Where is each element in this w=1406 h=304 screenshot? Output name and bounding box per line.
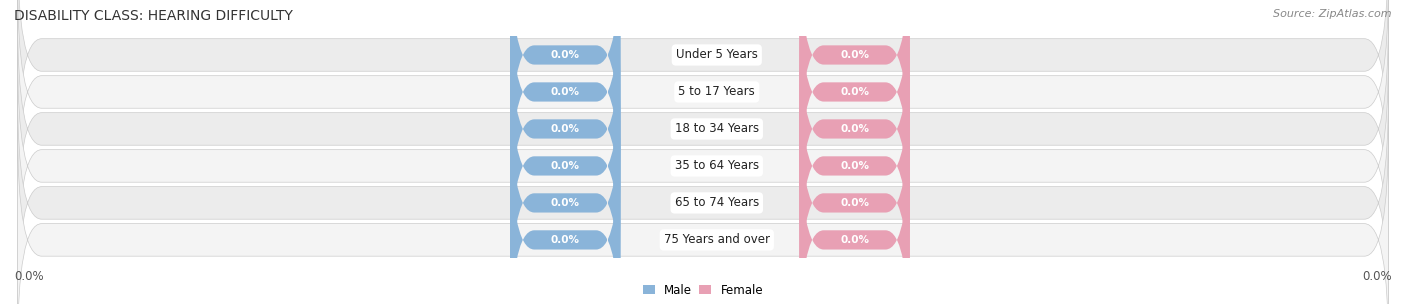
FancyBboxPatch shape (510, 46, 620, 286)
Text: 0.0%: 0.0% (839, 161, 869, 171)
FancyBboxPatch shape (17, 90, 1389, 304)
FancyBboxPatch shape (510, 0, 620, 212)
Text: Under 5 Years: Under 5 Years (676, 48, 758, 61)
Text: 35 to 64 Years: 35 to 64 Years (675, 159, 759, 172)
FancyBboxPatch shape (800, 46, 910, 286)
Text: 0.0%: 0.0% (14, 270, 44, 283)
Text: 0.0%: 0.0% (551, 50, 579, 60)
FancyBboxPatch shape (510, 0, 620, 175)
FancyBboxPatch shape (510, 120, 620, 304)
Text: 0.0%: 0.0% (839, 124, 869, 134)
Text: 0.0%: 0.0% (551, 161, 579, 171)
FancyBboxPatch shape (800, 120, 910, 304)
FancyBboxPatch shape (17, 127, 1389, 304)
Text: 0.0%: 0.0% (839, 50, 869, 60)
FancyBboxPatch shape (800, 9, 910, 249)
FancyBboxPatch shape (17, 0, 1389, 205)
Text: Source: ZipAtlas.com: Source: ZipAtlas.com (1274, 9, 1392, 19)
Text: 75 Years and over: 75 Years and over (664, 233, 769, 247)
FancyBboxPatch shape (17, 0, 1389, 168)
Text: 65 to 74 Years: 65 to 74 Years (675, 196, 759, 209)
FancyBboxPatch shape (800, 0, 910, 175)
Text: 0.0%: 0.0% (551, 235, 579, 245)
Text: 0.0%: 0.0% (839, 87, 869, 97)
Text: 0.0%: 0.0% (551, 87, 579, 97)
Text: 0.0%: 0.0% (551, 198, 579, 208)
FancyBboxPatch shape (800, 83, 910, 304)
FancyBboxPatch shape (510, 9, 620, 249)
Text: 0.0%: 0.0% (1362, 270, 1392, 283)
Text: 18 to 34 Years: 18 to 34 Years (675, 123, 759, 136)
FancyBboxPatch shape (17, 16, 1389, 242)
Text: 0.0%: 0.0% (839, 235, 869, 245)
FancyBboxPatch shape (800, 0, 910, 212)
Legend: Male, Female: Male, Female (638, 279, 768, 301)
FancyBboxPatch shape (510, 83, 620, 304)
Text: 0.0%: 0.0% (839, 198, 869, 208)
Text: 0.0%: 0.0% (551, 124, 579, 134)
Text: DISABILITY CLASS: HEARING DIFFICULTY: DISABILITY CLASS: HEARING DIFFICULTY (14, 9, 292, 23)
Text: 5 to 17 Years: 5 to 17 Years (679, 85, 755, 98)
FancyBboxPatch shape (17, 53, 1389, 279)
